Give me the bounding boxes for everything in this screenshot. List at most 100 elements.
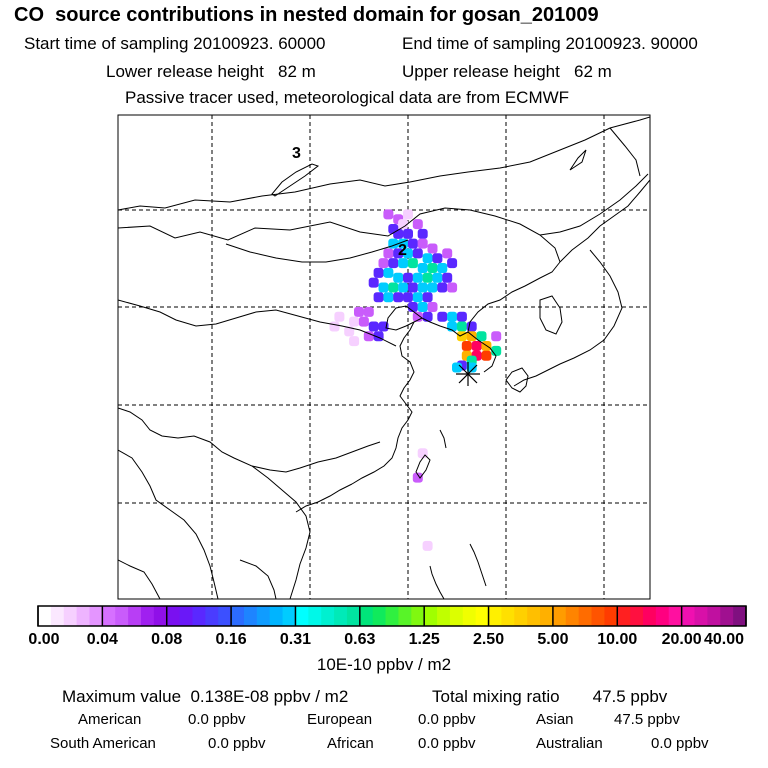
colorbar-tick-label: 1.25 bbox=[408, 631, 440, 648]
colorbar-swatch bbox=[385, 606, 399, 626]
plume-cell bbox=[412, 292, 423, 303]
plume-cell bbox=[447, 282, 458, 293]
plume-cell bbox=[368, 321, 379, 332]
plume-cell bbox=[378, 282, 389, 293]
receptor-marker bbox=[456, 362, 480, 386]
plume-cell bbox=[354, 306, 364, 317]
plume-cell bbox=[363, 306, 374, 317]
colorbar-frame bbox=[37, 605, 747, 627]
plume-cell bbox=[427, 302, 438, 312]
plume-cell bbox=[373, 292, 384, 303]
plume-cell bbox=[403, 292, 413, 303]
plume-cell bbox=[422, 540, 433, 551]
plume-cell bbox=[403, 272, 413, 283]
plume-cell bbox=[403, 228, 413, 239]
plume-cell bbox=[447, 258, 458, 269]
colorbar-swatch bbox=[295, 606, 309, 626]
colorbar-tick-label: 0.63 bbox=[344, 631, 376, 648]
plume-cell bbox=[412, 472, 423, 483]
plume-cell bbox=[422, 272, 433, 283]
colorbar-swatch bbox=[346, 606, 361, 626]
plume-cell bbox=[407, 238, 418, 249]
plume-cell bbox=[437, 311, 448, 322]
plume-cell bbox=[476, 331, 487, 342]
plume-cell bbox=[383, 267, 394, 278]
plume-cell bbox=[437, 263, 448, 273]
tracer-note: Passive tracer used, meteorological data… bbox=[125, 88, 570, 107]
colorbar-swatch bbox=[694, 606, 708, 626]
plume-cell bbox=[461, 341, 472, 351]
colorbar-swatch bbox=[192, 606, 206, 626]
source-european-value: 0.0 ppbv bbox=[418, 711, 476, 728]
plume-cell bbox=[442, 272, 453, 283]
source-african-label: African bbox=[327, 735, 374, 752]
plume-cell bbox=[358, 316, 369, 327]
source-asian-label: Asian bbox=[536, 711, 574, 728]
colorbar-swatch bbox=[501, 606, 515, 626]
colorbar-swatch bbox=[591, 606, 605, 626]
colorbar-tick-label: 0.00 bbox=[28, 631, 60, 648]
plume-cell bbox=[417, 263, 428, 273]
colorbar-swatch bbox=[488, 606, 502, 626]
plume-cell bbox=[388, 258, 399, 269]
plume-cell bbox=[373, 267, 384, 278]
plume-cell bbox=[383, 248, 394, 259]
colorbar-swatch bbox=[540, 606, 554, 626]
end-time: End time of sampling 20100923. 90000 bbox=[402, 34, 698, 53]
plume-cell bbox=[368, 277, 379, 288]
source-american-label: American bbox=[78, 711, 142, 728]
colorbar-swatch bbox=[733, 606, 747, 626]
colorbar-swatch bbox=[411, 606, 425, 626]
colorbar bbox=[37, 605, 747, 627]
colorbar-swatch bbox=[102, 606, 116, 626]
plume-cell bbox=[471, 341, 482, 351]
plume-cell bbox=[422, 253, 433, 264]
map-label-2: 2 bbox=[398, 242, 407, 259]
source-asian-value: 47.5 ppbv bbox=[614, 711, 680, 728]
colorbar-swatch bbox=[153, 606, 168, 626]
source-australian-value: 0.0 ppbv bbox=[651, 735, 709, 752]
colorbar-tick-label: 0.04 bbox=[86, 631, 118, 648]
plume-cell bbox=[407, 258, 418, 269]
plume-cell bbox=[363, 331, 374, 342]
colorbar-swatch bbox=[707, 606, 721, 626]
colorbar-swatch bbox=[720, 606, 734, 626]
plume-cell bbox=[412, 219, 423, 230]
colorbar-swatch bbox=[359, 606, 374, 626]
colorbar-swatch bbox=[514, 606, 528, 626]
coastlines bbox=[118, 116, 650, 599]
plume-cell bbox=[393, 292, 404, 303]
colorbar-tick-label: 20.00 bbox=[661, 631, 702, 648]
colorbar-tick-label: 0.31 bbox=[279, 631, 312, 648]
colorbar-swatch bbox=[617, 606, 631, 626]
plume-cell bbox=[403, 209, 413, 220]
colorbar-tick-label: 0.16 bbox=[215, 631, 247, 648]
colorbar-swatch bbox=[89, 606, 103, 626]
colorbar-swatch bbox=[437, 606, 451, 626]
maximum-value: Maximum value 0.138E-08 ppbv / m2 bbox=[62, 687, 349, 706]
source-american-value: 0.0 ppbv bbox=[188, 711, 246, 728]
plume-cell bbox=[447, 311, 458, 322]
upper-release-height: Upper release height 62 m bbox=[402, 62, 612, 81]
plume-cell bbox=[334, 311, 345, 322]
plume-cell bbox=[393, 248, 404, 259]
colorbar-swatch bbox=[655, 606, 670, 626]
colorbar-swatch bbox=[462, 606, 477, 626]
plume-cell bbox=[417, 228, 428, 239]
colorbar-swatch bbox=[231, 606, 245, 626]
plume-cell bbox=[349, 316, 360, 327]
colorbar-swatch bbox=[604, 606, 618, 626]
colorbar-tick-label: 2.50 bbox=[472, 631, 505, 648]
colorbar-swatch bbox=[449, 606, 464, 626]
plume-cell bbox=[422, 292, 433, 303]
colorbar-swatch bbox=[269, 606, 284, 626]
plume-cell bbox=[481, 350, 492, 361]
colorbar-tick-label: 0.08 bbox=[151, 631, 183, 648]
colorbar-swatch bbox=[334, 606, 348, 626]
plume-layer bbox=[329, 209, 502, 551]
lower-release-height: Lower release height 82 m bbox=[106, 62, 316, 81]
plume-cell bbox=[412, 248, 423, 259]
colorbar-swatch bbox=[256, 606, 271, 626]
colorbar-swatch bbox=[205, 606, 219, 626]
plume-cell bbox=[393, 272, 404, 283]
